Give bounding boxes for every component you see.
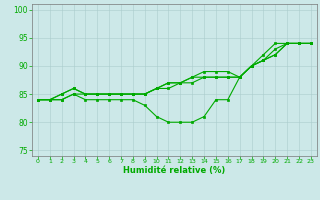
- X-axis label: Humidité relative (%): Humidité relative (%): [123, 166, 226, 175]
